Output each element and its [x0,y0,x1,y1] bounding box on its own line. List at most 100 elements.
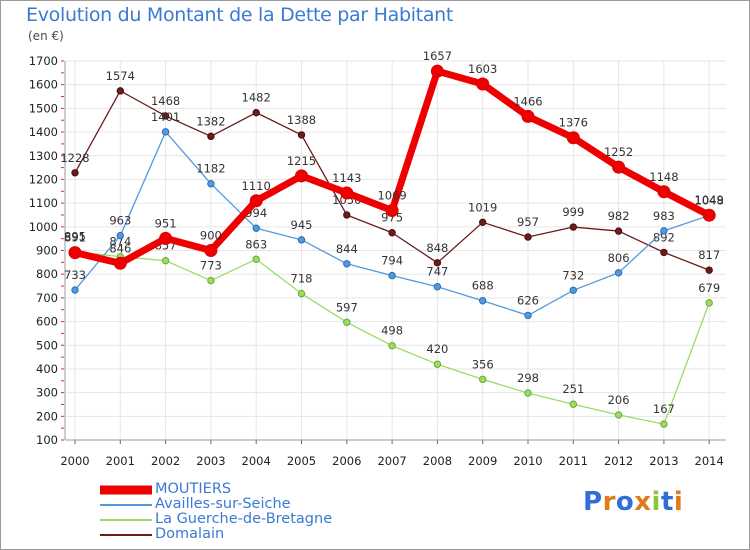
data-label: 863 [245,237,267,251]
x-tick-label: 2010 [513,454,542,468]
data-point [207,132,215,141]
data-label: 1603 [468,62,497,76]
data-point [116,87,125,95]
data-label: 794 [381,254,403,268]
legend-label: Availles-sur-Seiche [155,496,291,512]
data-label: 1215 [287,154,316,168]
data-label: 732 [562,268,584,282]
data-point [433,283,442,291]
data-label: 356 [472,357,494,371]
data-point [569,400,577,408]
x-tick-label: 2013 [649,454,678,468]
data-label: 844 [336,242,358,256]
y-tick-label: 600 [36,315,58,329]
data-label: 1388 [287,113,316,127]
data-label: 1468 [151,94,180,108]
data-label: 874 [109,235,131,249]
y-tick-label: 1700 [29,54,58,68]
data-label: 1069 [377,188,406,202]
data-label: 975 [381,211,403,225]
data-point [207,276,215,285]
data-label: 1657 [423,49,452,63]
data-label: 1049 [695,193,724,207]
y-tick-label: 100 [36,433,58,447]
data-label: 957 [517,215,539,229]
x-tick-label: 2005 [287,454,316,468]
data-point [614,411,623,419]
data-point [297,289,306,298]
data-label: 951 [155,216,177,230]
legend-label: MOUTIERS [155,481,232,497]
data-label: 747 [426,265,448,279]
y-tick-label: 1100 [29,196,58,210]
data-point [388,342,396,350]
data-label: 1148 [649,170,678,184]
chart-subtitle: (en €) [28,29,64,43]
x-tick-label: 2001 [106,454,135,468]
data-point [161,128,170,136]
data-point [343,211,351,219]
data-label: 679 [698,281,720,295]
y-tick-label: 800 [36,267,58,281]
data-point [476,77,490,91]
data-point [343,318,351,326]
data-label: 1252 [604,145,633,159]
data-point [161,112,170,120]
y-tick-label: 500 [36,338,58,352]
x-tick-label: 2007 [377,454,406,468]
data-point [479,218,487,227]
data-point [524,389,532,397]
data-label: 773 [200,259,222,273]
data-label: 982 [608,209,630,223]
data-label: 900 [200,229,222,243]
data-point [68,246,82,260]
data-point [569,286,577,294]
legend-label: Domalain [155,526,225,542]
data-label: 251 [562,382,584,396]
x-tick-label: 2011 [559,454,588,468]
x-tick-label: 2009 [468,454,497,468]
legend: MOUTIERS Availles-sur-Seiche La Guerche-… [100,482,400,542]
data-point [479,375,487,384]
data-label: 1110 [242,179,271,193]
y-tick-label: 1500 [29,101,58,115]
legend-label: La Guerche-de-Bretagne [155,511,333,527]
legend-item-moutiers: MOUTIERS [100,482,400,497]
legend-item-domalain: Domalain [100,527,400,542]
data-label: 1376 [559,116,588,130]
data-label: 1019 [468,200,497,214]
data-point [521,109,535,123]
data-point [204,244,218,257]
data-label: 1182 [196,162,225,176]
data-point [252,255,260,263]
data-point [159,231,173,245]
y-tick-label: 1400 [29,125,58,139]
data-point [71,169,79,177]
data-point [569,223,577,231]
data-point [479,297,487,305]
data-label: 688 [472,279,494,293]
data-point [657,185,671,199]
data-label: 298 [517,371,539,385]
data-label: 167 [653,402,675,416]
data-label: 846 [109,241,131,255]
x-tick-label: 2004 [242,454,271,468]
x-tick-label: 2012 [604,454,633,468]
data-label: 1143 [332,171,361,185]
chart-title: Evolution du Montant de la Dette par Hab… [26,4,454,26]
legend-swatch [100,518,152,521]
data-label: 733 [64,268,86,282]
data-point [388,229,396,237]
data-point [524,233,532,241]
x-tick-label: 2000 [60,454,89,468]
data-point [388,271,396,280]
data-label: 895 [64,230,86,244]
data-point [566,131,580,145]
x-tick-label: 2014 [695,454,724,468]
y-tick-label: 300 [36,386,58,400]
data-label: 806 [608,251,630,265]
data-point [660,227,668,235]
data-label: 1482 [242,91,271,105]
y-tick-label: 1200 [29,172,58,186]
y-tick-label: 700 [36,291,58,305]
